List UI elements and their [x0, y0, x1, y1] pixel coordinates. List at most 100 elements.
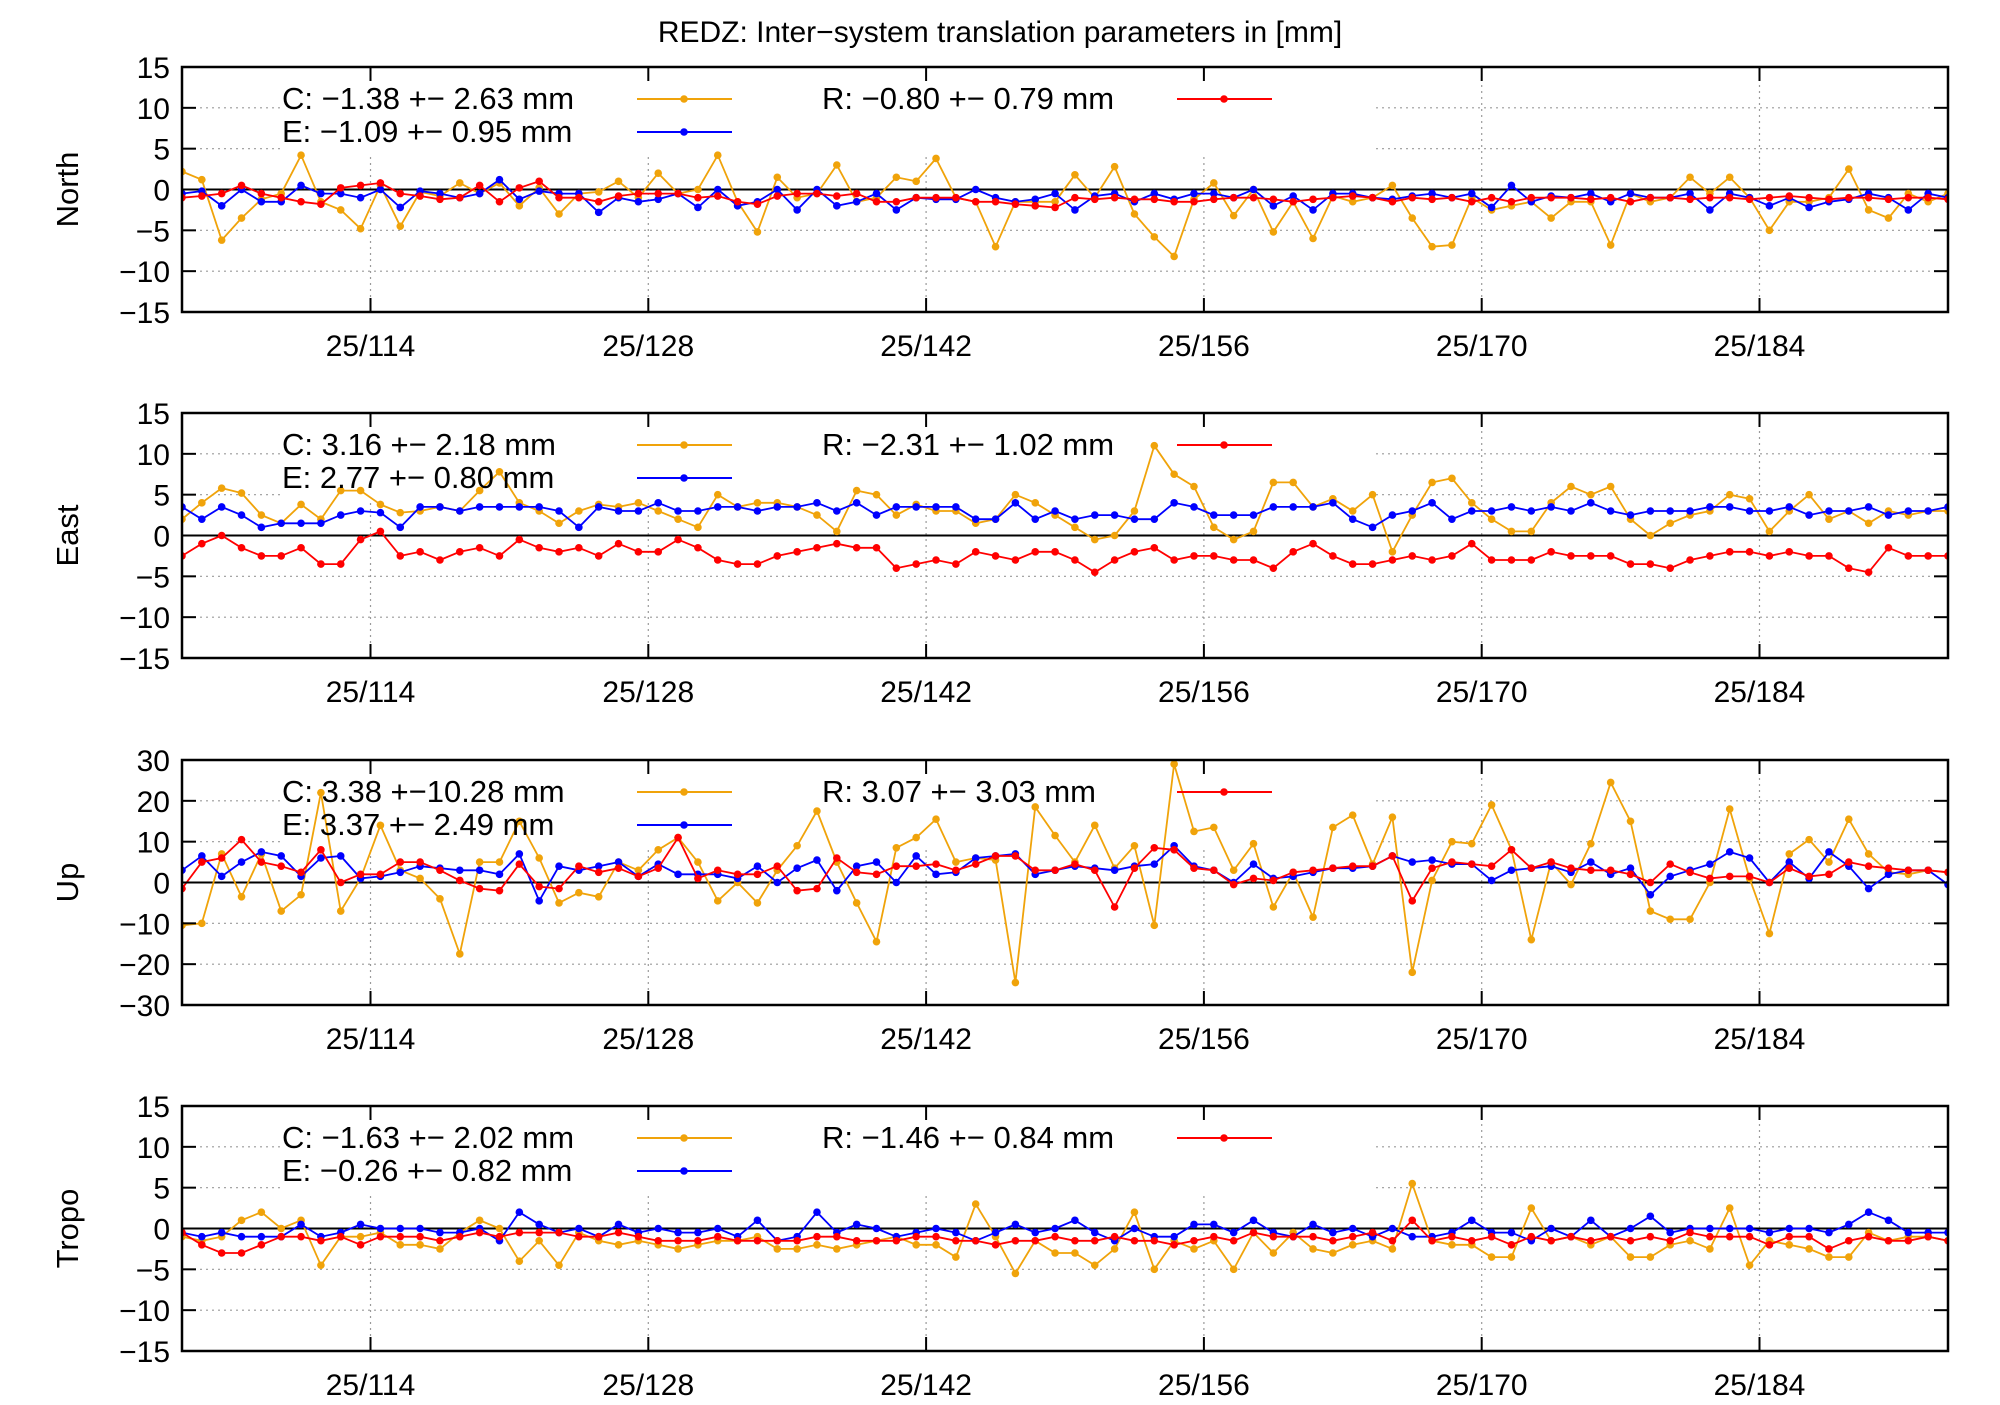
data-point-R	[1329, 864, 1337, 873]
data-point-C	[198, 175, 206, 184]
legend-marker-E	[680, 1167, 688, 1175]
data-point-C	[753, 228, 762, 236]
data-point-R	[396, 552, 405, 560]
data-point-R	[1150, 1236, 1159, 1245]
data-point-C	[535, 854, 543, 862]
x-tick-label: 25/128	[602, 1023, 694, 1056]
data-point-R	[1745, 195, 1754, 204]
data-point-C	[555, 1261, 563, 1270]
data-point-E	[1785, 858, 1794, 866]
data-point-R	[1844, 193, 1853, 202]
data-point-C	[634, 499, 643, 507]
data-point-C	[237, 214, 246, 222]
series-E	[182, 499, 1948, 532]
data-point-C	[1071, 523, 1079, 532]
data-point-E	[1031, 1228, 1040, 1237]
data-point-E	[1150, 189, 1159, 198]
data-point-C	[1011, 1269, 1020, 1278]
data-point-R	[1686, 195, 1694, 204]
data-point-R	[237, 1249, 246, 1257]
data-point-R	[1090, 1236, 1099, 1245]
data-point-C	[1825, 1253, 1833, 1261]
y-tick-label: −10	[119, 1295, 170, 1328]
data-point-R	[753, 200, 762, 208]
data-point-C	[1527, 527, 1536, 536]
data-point-R	[1765, 1241, 1774, 1249]
data-point-R	[1110, 903, 1119, 911]
data-point-E	[1864, 1208, 1873, 1216]
data-point-E	[1448, 515, 1456, 523]
data-point-C	[1031, 803, 1040, 811]
data-point-E	[1864, 884, 1873, 893]
data-point-E	[1090, 1228, 1099, 1237]
data-point-C	[297, 500, 305, 509]
data-point-C	[1725, 173, 1734, 182]
data-point-R	[1547, 193, 1555, 202]
data-point-C	[971, 1200, 980, 1208]
data-point-R	[1408, 897, 1417, 905]
data-point-C	[1229, 211, 1238, 220]
data-point-E	[971, 185, 980, 194]
data-point-C	[1408, 214, 1417, 222]
x-tick-label: 25/142	[880, 676, 972, 709]
data-point-E	[932, 870, 940, 879]
x-tick-label: 25/128	[602, 676, 694, 709]
data-point-C	[753, 499, 762, 507]
data-point-R	[1150, 543, 1159, 552]
data-point-C	[932, 1241, 940, 1249]
data-point-E	[892, 503, 901, 511]
legend-label-C: C: −1.63 +− 2.02 mm	[282, 1120, 574, 1155]
data-point-R	[1547, 1236, 1555, 1245]
data-point-C	[813, 807, 821, 815]
data-point-C	[1785, 1241, 1794, 1249]
data-point-C	[872, 937, 881, 946]
data-point-C	[416, 1241, 424, 1249]
data-point-R	[475, 884, 484, 893]
data-point-R	[1249, 1228, 1258, 1237]
data-point-E	[1348, 515, 1357, 523]
data-point-E	[1646, 507, 1655, 515]
data-point-R	[1924, 193, 1932, 202]
data-point-R	[1110, 193, 1119, 202]
data-point-R	[991, 1241, 1000, 1249]
data-point-R	[455, 548, 464, 556]
legend-label-E: E: 2.77 +− 0.80 mm	[282, 460, 554, 495]
data-point-E	[872, 189, 881, 198]
data-point-R	[217, 189, 226, 198]
data-point-R	[1428, 556, 1436, 564]
data-point-C	[1110, 162, 1119, 171]
data-point-E	[1745, 1224, 1754, 1233]
data-point-C	[773, 1245, 782, 1253]
data-point-R	[297, 1232, 305, 1241]
data-point-C	[1150, 441, 1159, 450]
data-point-C	[257, 1208, 266, 1216]
data-point-E	[614, 858, 623, 866]
series-R	[182, 177, 1948, 212]
data-point-R	[1785, 1232, 1794, 1241]
data-point-E	[1884, 511, 1893, 519]
data-point-R	[1547, 548, 1555, 556]
data-point-C	[912, 177, 920, 186]
data-point-E	[1309, 1220, 1317, 1229]
x-tick-label: 25/156	[1158, 330, 1250, 363]
data-point-R	[634, 189, 643, 198]
data-point-C	[515, 817, 524, 826]
data-point-E	[1587, 189, 1595, 198]
data-point-C	[694, 858, 702, 866]
data-point-R	[217, 531, 226, 540]
data-point-R	[694, 1236, 702, 1245]
series-C	[182, 760, 1948, 987]
data-point-R	[455, 876, 464, 885]
data-point-C	[932, 154, 940, 163]
data-point-R	[1487, 556, 1496, 564]
data-point-R	[1190, 864, 1198, 873]
data-point-R	[1309, 539, 1317, 548]
data-point-C	[674, 515, 682, 523]
x-tick-label: 25/142	[880, 1369, 972, 1400]
legend-marker-C	[680, 95, 688, 103]
data-point-E	[1031, 195, 1040, 204]
data-point-E	[237, 511, 246, 519]
data-point-R	[257, 552, 266, 560]
data-point-R	[555, 1228, 563, 1237]
data-point-E	[1864, 503, 1873, 511]
